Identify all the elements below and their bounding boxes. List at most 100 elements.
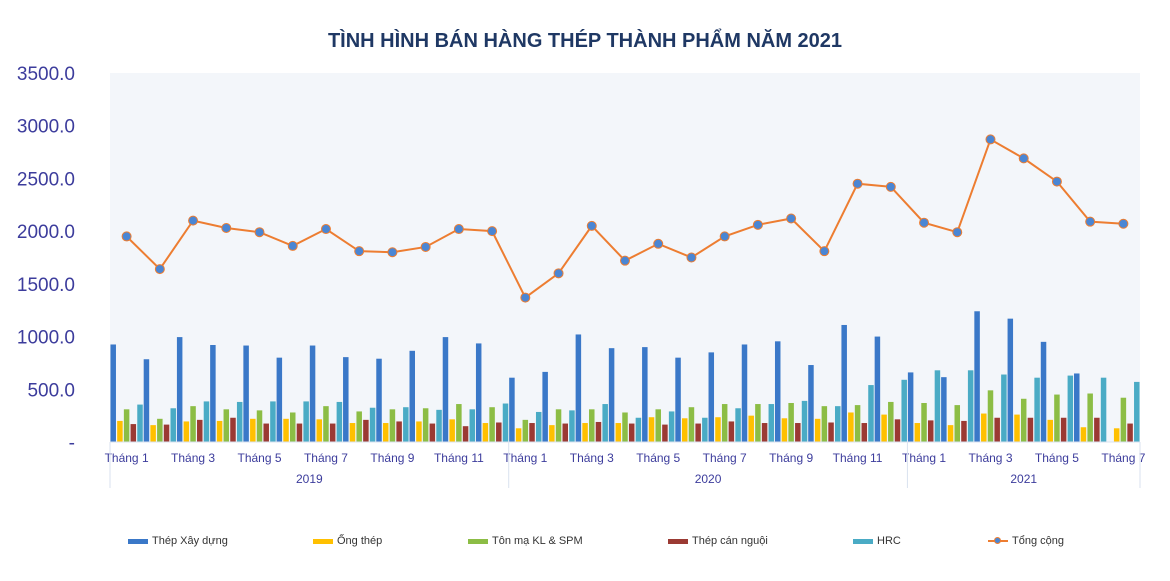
bar-thép-cán-nguội — [961, 420, 967, 442]
bar-hrc — [236, 401, 243, 442]
bar-thép-cán-nguội — [628, 423, 635, 442]
legend-swatch-icon — [853, 538, 873, 544]
bar-thép-cán-nguội — [1094, 417, 1100, 442]
x-tick-label: Tháng 1 — [105, 451, 149, 465]
bar-hrc — [303, 401, 309, 442]
bar-hrc — [768, 404, 775, 442]
bar-thép-cán-nguội — [396, 421, 402, 442]
legend-label: Thép cán nguội — [692, 535, 768, 547]
line-point — [287, 240, 298, 251]
bar-tôn-mạ-kl-&-spm — [921, 402, 927, 442]
legend-item: Thép Xây dựng — [128, 535, 228, 547]
bar-thép-xây-dựng — [309, 345, 316, 442]
bar-hrc — [535, 411, 542, 442]
bar-thép-xây-dựng — [1040, 341, 1047, 442]
bar-thép-xây-dựng — [243, 345, 249, 442]
bar-ống-thép — [482, 423, 489, 442]
bar-thép-cán-nguội — [1127, 423, 1133, 442]
y-tick-label: - — [69, 433, 75, 454]
bar-thép-cán-nguội — [263, 423, 269, 442]
bar-ống-thép — [781, 418, 788, 442]
bar-thép-xây-dựng — [1074, 373, 1080, 442]
bar-tôn-mạ-kl-&-spm — [157, 418, 163, 442]
legend-item: Tôn mạ KL & SPM — [468, 535, 583, 547]
bar-ống-thép — [981, 413, 987, 442]
legend: Thép Xây dựng Ống thép Tôn mạ KL & SPM Thép… — [0, 535, 1170, 555]
bar-ống-thép — [549, 425, 555, 442]
x-tick-label: Tháng 5 — [1035, 451, 1079, 465]
bar-hrc — [336, 401, 343, 442]
bar-thép-cán-nguội — [462, 426, 469, 442]
line-point — [752, 219, 763, 230]
bar-thép-cán-nguội — [296, 423, 303, 442]
x-tick-label: Tháng 3 — [570, 451, 614, 465]
line-point — [320, 224, 331, 235]
bar-ống-thép — [216, 420, 223, 442]
bar-hrc — [469, 409, 476, 442]
legend-swatch-icon — [668, 538, 688, 544]
x-tick-label: Tháng 9 — [769, 451, 813, 465]
bar-thép-xây-dựng — [974, 311, 980, 442]
bar-ống-thép — [1080, 427, 1087, 442]
line-point — [420, 241, 431, 252]
bar-thép-cán-nguội — [1027, 417, 1034, 442]
line-point — [121, 231, 132, 242]
bar-tôn-mạ-kl-&-spm — [622, 412, 628, 442]
bar-thép-cán-nguội — [761, 423, 768, 442]
line-point — [354, 246, 365, 257]
line-point — [786, 213, 797, 224]
line-point — [586, 220, 597, 231]
line-point — [1085, 216, 1096, 227]
bar-ống-thép — [1014, 414, 1020, 442]
bar-ống-thép — [283, 418, 289, 442]
legend-label: Tôn mạ KL & SPM — [492, 535, 583, 547]
bar-ống-thép — [382, 423, 389, 442]
bar-thép-cán-nguội — [429, 423, 436, 442]
legend-swatch-icon — [313, 538, 333, 544]
line-point — [1018, 153, 1029, 164]
bar-tôn-mạ-kl-&-spm — [422, 408, 429, 442]
legend-line-marker-icon — [988, 537, 1008, 544]
bar-thép-xây-dựng — [575, 334, 582, 442]
bar-hrc — [635, 417, 642, 442]
bar-tôn-mạ-kl-&-spm — [256, 410, 263, 442]
bar-thép-xây-dựng — [1007, 318, 1014, 442]
bar-thép-xây-dựng — [741, 344, 748, 442]
legend-label: Thép Xây dựng — [152, 535, 228, 547]
bar-thép-cán-nguội — [163, 424, 170, 442]
bar-tôn-mạ-kl-&-spm — [1120, 397, 1127, 442]
bar-thép-cán-nguội — [595, 421, 602, 442]
bar-hrc — [1001, 374, 1007, 442]
y-tick-label: 500.0 — [27, 380, 75, 401]
bar-thép-cán-nguội — [728, 421, 735, 442]
line-point — [254, 227, 265, 238]
x-tick-label: Tháng 5 — [636, 451, 680, 465]
bar-hrc — [801, 400, 808, 442]
y-tick-label: 1500.0 — [17, 275, 75, 296]
line-point — [819, 246, 830, 257]
bar-tôn-mạ-kl-&-spm — [522, 419, 529, 442]
bar-tôn-mạ-kl-&-spm — [190, 406, 196, 442]
legend-item: Thép cán nguội — [668, 535, 768, 547]
legend-swatch-icon — [468, 538, 488, 544]
x-tick-label: Tháng 3 — [968, 451, 1012, 465]
bar-tôn-mạ-kl-&-spm — [555, 409, 562, 442]
legend-label: Tổng cộng — [1012, 535, 1064, 547]
x-tick-label: Tháng 7 — [1101, 451, 1145, 465]
line-point — [553, 268, 564, 279]
bar-tôn-mạ-kl-&-spm — [223, 409, 230, 442]
legend-item: HRC — [853, 535, 901, 547]
bar-hrc — [403, 407, 409, 442]
bar-thép-cán-nguội — [529, 423, 535, 442]
bar-thép-xây-dựng — [708, 352, 715, 442]
bar-tôn-mạ-kl-&-spm — [1020, 398, 1027, 442]
bar-thép-cán-nguội — [695, 423, 701, 442]
bar-thép-xây-dựng — [841, 324, 847, 442]
bar-thép-xây-dựng — [675, 357, 681, 442]
line-point — [620, 255, 630, 266]
bar-thép-cán-nguội — [861, 423, 868, 442]
y-tick-label: 3500.0 — [17, 64, 75, 85]
bar-thép-cán-nguội — [329, 423, 336, 442]
